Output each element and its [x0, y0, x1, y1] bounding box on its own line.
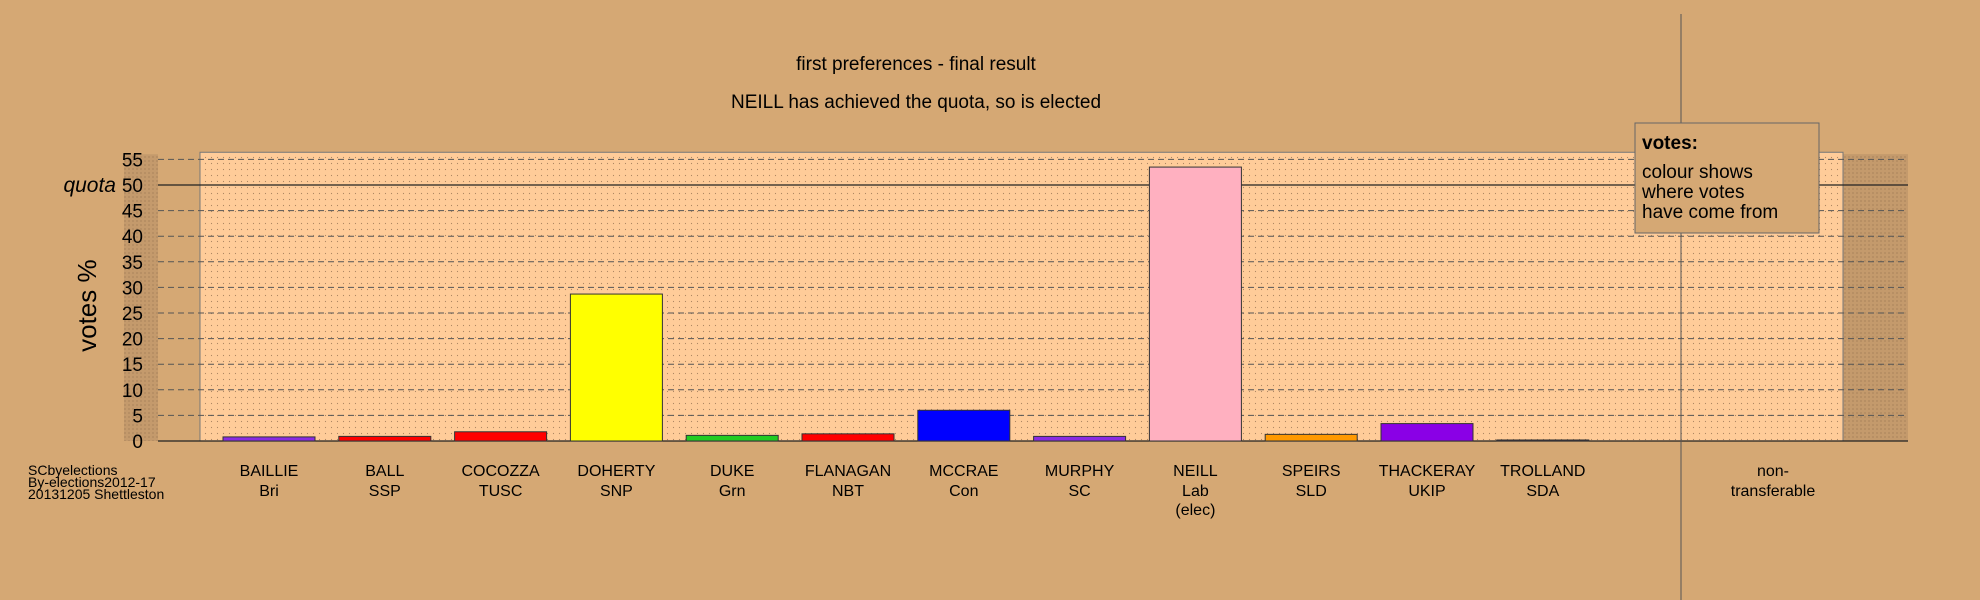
bar-doherty: [569, 293, 663, 442]
x-label-party: SC: [1068, 483, 1090, 500]
nontransferable-label-1: non-: [1757, 463, 1789, 480]
footer-line-1: SCbyelections: [28, 462, 118, 478]
legend-line: have come from: [1642, 202, 1778, 223]
x-label-party: Bri: [259, 483, 279, 500]
x-label-name: DUKE: [710, 463, 754, 480]
y-tick-label: 25: [122, 304, 143, 325]
x-label-name: THACKERAY: [1379, 463, 1476, 480]
x-label-party: SLD: [1296, 483, 1327, 500]
y-axis-title: votes %: [72, 259, 102, 352]
x-label-name: BAILLIE: [240, 463, 299, 480]
x-label-party: Grn: [719, 483, 746, 500]
bar-baillie: [222, 436, 316, 442]
x-label-party: UKIP: [1408, 483, 1445, 500]
x-label-name: MURPHY: [1045, 463, 1115, 480]
x-label-party: SNP: [600, 483, 633, 500]
x-label-name: DOHERTY: [577, 463, 655, 480]
y-tick-label: 30: [122, 278, 143, 299]
bar-murphy: [1033, 435, 1127, 442]
y-tick-label: 35: [122, 253, 143, 274]
x-label-party: SDA: [1526, 483, 1559, 500]
x-label-party: Con: [949, 483, 978, 500]
x-label-name: BALL: [365, 463, 404, 480]
bar-duke: [685, 434, 779, 442]
x-label-name: MCCRAE: [929, 463, 998, 480]
y-tick-label: 20: [122, 330, 143, 351]
bar-neill: [1148, 166, 1242, 442]
y-tick-label: 10: [122, 381, 143, 402]
x-label-party: Lab: [1182, 483, 1209, 500]
bar-trolland: [1496, 439, 1590, 442]
legend-line: where votes: [1641, 182, 1744, 203]
footer: SCbyelections By-elections2012-17 201312…: [28, 462, 165, 502]
chart-title: first preferences - final result: [796, 54, 1036, 75]
bar-speirs: [1264, 433, 1358, 442]
bar-cocozza: [454, 431, 548, 442]
legend-box: [1634, 122, 1820, 234]
plot-area: 0 5 10 15 20 25 30 35 40 45 50 55 quota votes % BAILLI…: [63, 14, 1908, 600]
bar-mccrae: [917, 409, 1011, 442]
y-tick-label: 5: [132, 406, 143, 427]
x-label-note: (elec): [1175, 502, 1215, 519]
legend-line: colour shows: [1642, 162, 1753, 183]
x-label-name: FLANAGAN: [805, 463, 891, 480]
x-label-name: COCOZZA: [461, 463, 540, 480]
x-label-party: NBT: [832, 483, 864, 500]
x-label-party: SSP: [369, 483, 401, 500]
shade-right-outer: [1843, 154, 1908, 441]
nontransferable-label-2: transferable: [1731, 483, 1816, 500]
x-label-name: TROLLAND: [1500, 463, 1585, 480]
quota-label: quota: [63, 174, 116, 197]
y-tick-label: 55: [122, 150, 143, 171]
y-tick-label: 45: [122, 202, 143, 223]
plot-panel-dots: [200, 152, 1843, 441]
y-tick-label: 40: [122, 227, 143, 248]
footer-line-3: 20131205 Shettleston: [28, 486, 165, 502]
bar-ball: [338, 435, 432, 442]
bar-thackeray: [1380, 423, 1474, 442]
x-label-name: SPEIRS: [1282, 463, 1341, 480]
shade-left-outer: [124, 154, 158, 441]
legend-title: votes:: [1642, 133, 1698, 154]
chart-subtitle: NEILL has achieved the quota, so is elec…: [731, 92, 1101, 113]
y-tick-label: 15: [122, 355, 143, 376]
y-tick-label: 50: [122, 176, 143, 197]
footer-line-2: By-elections2012-17: [28, 474, 156, 490]
x-label-party: TUSC: [479, 483, 523, 500]
x-label-name: NEILL: [1173, 463, 1218, 480]
bar-flanagan: [801, 433, 895, 442]
y-tick-label: 0: [132, 432, 143, 453]
